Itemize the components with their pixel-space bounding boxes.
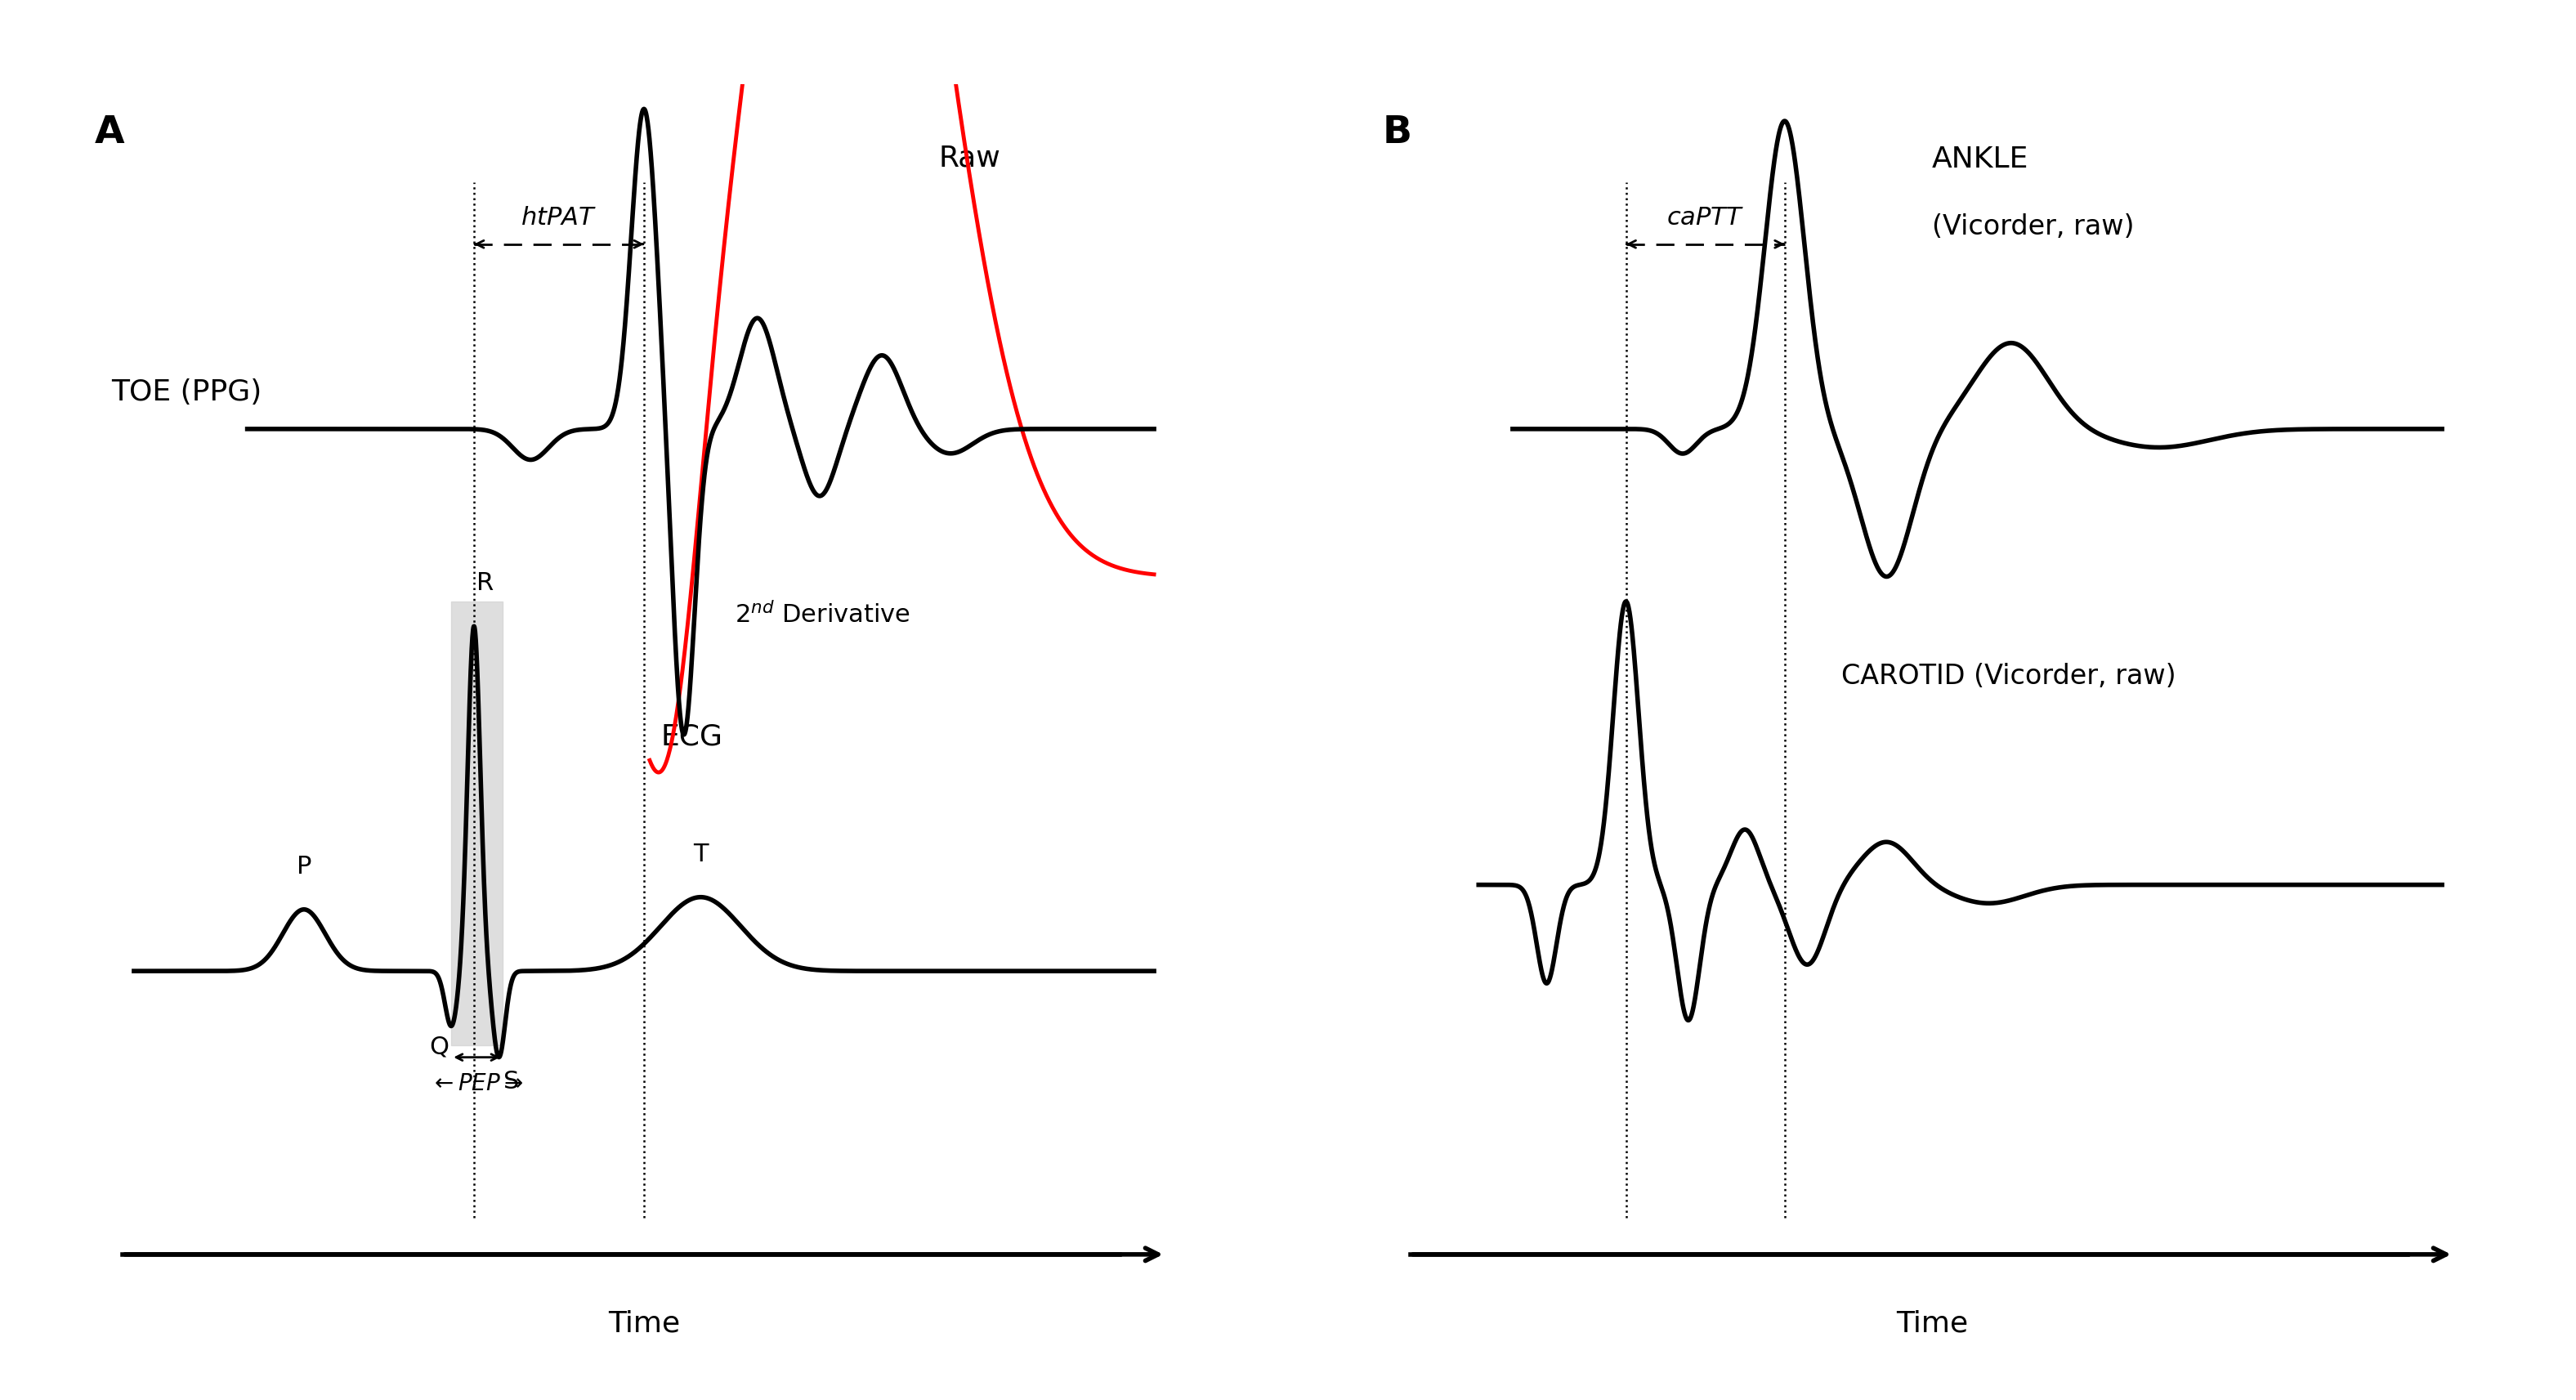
Text: 2$^{nd}$ Derivative: 2$^{nd}$ Derivative <box>734 602 909 627</box>
Text: A: A <box>95 115 124 151</box>
Text: ANKLE: ANKLE <box>1932 146 2030 174</box>
Text: ECG: ECG <box>662 722 724 750</box>
Text: $\leftarrow \it{PEP} \rightarrow$: $\leftarrow \it{PEP} \rightarrow$ <box>430 1072 523 1095</box>
Text: TOE (PPG): TOE (PPG) <box>111 378 263 406</box>
Text: Time: Time <box>608 1310 680 1337</box>
Text: T: T <box>693 843 708 867</box>
Text: $\it{caPTT}$: $\it{caPTT}$ <box>1667 206 1744 230</box>
Text: P: P <box>296 855 312 879</box>
Text: CAROTID (Vicorder, raw): CAROTID (Vicorder, raw) <box>1842 664 2177 690</box>
Text: Q: Q <box>430 1035 448 1058</box>
Text: (Vicorder, raw): (Vicorder, raw) <box>1932 213 2136 241</box>
Text: S: S <box>502 1070 520 1093</box>
Text: R: R <box>477 571 495 595</box>
Text: B: B <box>1383 115 1412 151</box>
Text: Time: Time <box>1896 1310 1968 1337</box>
Text: $\it{htPAT}$: $\it{htPAT}$ <box>520 206 598 230</box>
Text: Raw: Raw <box>938 144 999 172</box>
